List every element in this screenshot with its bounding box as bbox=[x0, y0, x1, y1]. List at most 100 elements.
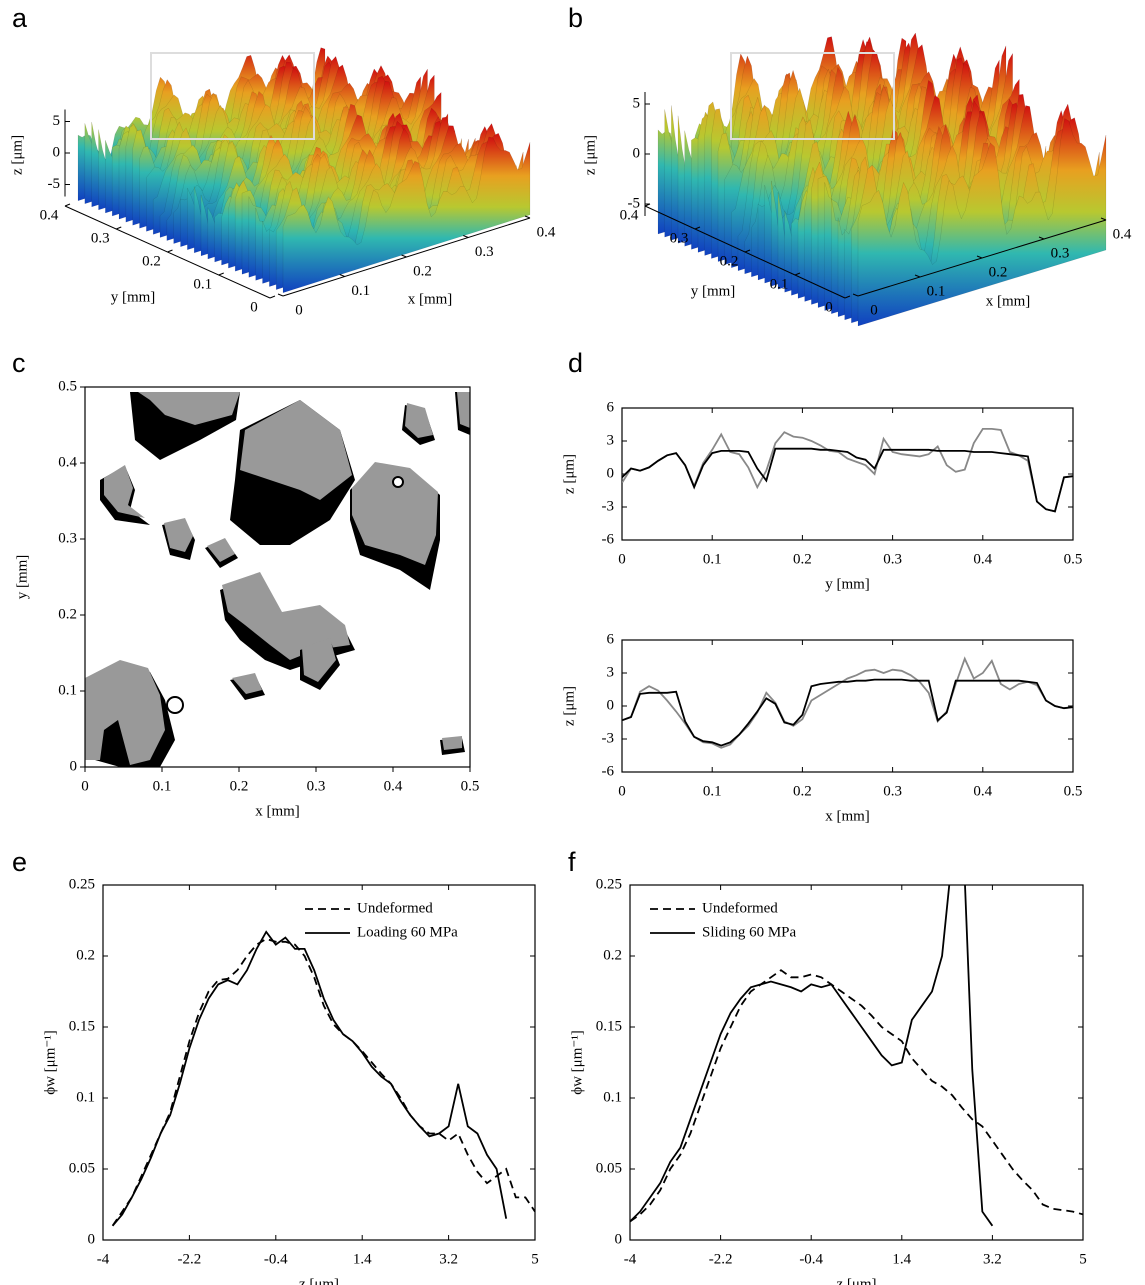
x-tick bbox=[277, 293, 284, 297]
x-tick bbox=[1100, 217, 1107, 221]
panel-label: f bbox=[568, 847, 576, 877]
z-tick-label: -5 bbox=[48, 176, 61, 192]
x-tick-label: 0.1 bbox=[703, 783, 722, 799]
panel-label: c bbox=[12, 348, 26, 378]
x-tick-label: 0.1 bbox=[703, 551, 722, 567]
y-tick-label: 0 bbox=[88, 1231, 96, 1247]
panel-label: b bbox=[568, 3, 583, 33]
x-tick-label: 0.3 bbox=[307, 778, 326, 794]
x-tick-label: 0.2 bbox=[989, 264, 1008, 280]
x-tick-label: 5 bbox=[531, 1251, 539, 1267]
y-tick-label: 0.1 bbox=[76, 1089, 95, 1105]
line bbox=[622, 428, 1073, 513]
x-tick-label: 0.3 bbox=[883, 783, 902, 799]
y-tick bbox=[794, 272, 801, 276]
y-tick-label: 0.2 bbox=[142, 253, 161, 269]
plot-frame bbox=[84, 386, 471, 768]
y-tick bbox=[744, 249, 751, 253]
y-tick-label: -3 bbox=[602, 498, 615, 514]
panel-label: d bbox=[568, 348, 583, 378]
y-tick-label: 0.3 bbox=[91, 230, 110, 246]
y-tick-label: -3 bbox=[602, 730, 615, 746]
y-tick-label: 0.15 bbox=[596, 1018, 622, 1034]
surface-strip bbox=[857, 118, 1107, 327]
surface-strip bbox=[282, 136, 531, 294]
y-tick-label: 0.05 bbox=[69, 1160, 95, 1176]
line bbox=[622, 678, 1073, 747]
x-tick-label: 0.4 bbox=[537, 224, 556, 240]
x-tick bbox=[1038, 236, 1045, 240]
x-axis-label: x [mm] bbox=[408, 291, 453, 307]
z-tick-label: 0 bbox=[633, 145, 641, 161]
plot-lines bbox=[622, 656, 1073, 749]
plot-lines bbox=[630, 885, 1083, 1227]
y-tick-label: 0.4 bbox=[40, 207, 59, 223]
x-tick-label: 0 bbox=[618, 551, 626, 567]
x-axis-label: x [mm] bbox=[986, 293, 1031, 309]
line bbox=[111, 937, 535, 1227]
y-tick-label: 0.1 bbox=[193, 276, 212, 292]
plot-lines bbox=[622, 428, 1073, 513]
legend-label: Undeformed bbox=[702, 900, 778, 916]
y-tick-label: 0.4 bbox=[620, 207, 639, 223]
x-tick-label: 0 bbox=[618, 783, 626, 799]
y-tick-label: 0.5 bbox=[58, 378, 77, 394]
line bbox=[622, 447, 1073, 513]
x-tick-label: 1.4 bbox=[892, 1251, 911, 1267]
y-tick-label: 0.1 bbox=[770, 276, 789, 292]
y-axis-label: ϕw [μm⁻¹] bbox=[569, 1030, 585, 1095]
y-axis-label: y [mm] bbox=[111, 289, 156, 305]
x-tick-label: 0.1 bbox=[927, 283, 946, 299]
x-tick-label: 1.4 bbox=[353, 1251, 372, 1267]
z-tick-label: -5 bbox=[628, 195, 641, 211]
y-tick bbox=[218, 272, 224, 276]
x-tick bbox=[339, 274, 345, 277]
y-axis-label: ϕw [μm⁻¹] bbox=[42, 1030, 58, 1095]
z-tick-label: 5 bbox=[53, 113, 61, 129]
x-tick bbox=[401, 254, 407, 258]
z-tick-label: 5 bbox=[633, 95, 641, 111]
y-tick-label: 0.1 bbox=[603, 1089, 622, 1105]
x-tick-label: 0.2 bbox=[793, 783, 812, 799]
x-tick bbox=[524, 215, 531, 219]
y-tick-label: 0 bbox=[607, 465, 615, 481]
region-box bbox=[150, 52, 315, 140]
x-tick-label: 3.2 bbox=[439, 1251, 458, 1267]
y-tick-label: 0 bbox=[615, 1231, 623, 1247]
legend-label: Sliding 60 MPa bbox=[702, 924, 797, 940]
y-tick-label: 0 bbox=[825, 299, 833, 315]
x-tick-label: -4 bbox=[624, 1251, 637, 1267]
z-tick-label: 0 bbox=[53, 144, 61, 160]
x-tick-label: 0.3 bbox=[475, 244, 494, 260]
y-tick bbox=[844, 295, 851, 299]
y-tick-label: 0.3 bbox=[58, 530, 77, 546]
legend-label: Loading 60 MPa bbox=[357, 924, 458, 940]
y-tick-label: 0.3 bbox=[670, 230, 689, 246]
x-tick-label: 0 bbox=[870, 302, 878, 318]
x-axis-label: z [μm] bbox=[836, 1276, 876, 1285]
y-tick-label: 0.25 bbox=[69, 876, 95, 892]
plot-lines bbox=[111, 930, 535, 1227]
y-tick bbox=[64, 203, 71, 207]
y-tick-label: 0 bbox=[250, 299, 258, 315]
plot-frame bbox=[102, 884, 536, 1241]
z-axis-label: z [μm] bbox=[582, 135, 598, 175]
z-axis-label: z [μm] bbox=[9, 135, 25, 175]
x-tick-label: -2.2 bbox=[178, 1251, 202, 1267]
y-tick-label: 0.2 bbox=[720, 253, 739, 269]
x-tick-label: 0.1 bbox=[153, 778, 172, 794]
y-tick-label: 0.4 bbox=[58, 454, 77, 470]
x-tick bbox=[852, 293, 859, 297]
x-tick-label: 0.4 bbox=[973, 783, 992, 799]
x-axis-label: y [mm] bbox=[825, 576, 870, 592]
line bbox=[111, 930, 508, 1227]
x-tick-label: 0.2 bbox=[793, 551, 812, 567]
y-axis-label: y [mm] bbox=[691, 283, 736, 299]
y-tick-label: -6 bbox=[602, 531, 615, 547]
x-tick bbox=[976, 255, 983, 259]
plot-frame bbox=[629, 884, 1084, 1241]
region-box bbox=[730, 52, 895, 140]
y-tick-label: 0.1 bbox=[58, 682, 77, 698]
line bbox=[630, 885, 994, 1227]
